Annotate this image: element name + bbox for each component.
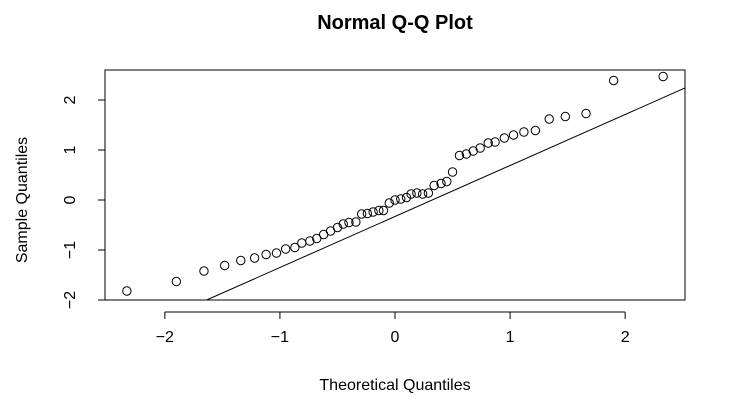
data-point: [356, 209, 367, 219]
y-tick-label: −1: [62, 241, 79, 259]
x-tick-label: 1: [506, 329, 515, 346]
data-point: [368, 207, 378, 217]
data-point: [406, 189, 416, 199]
data-point: [417, 189, 428, 199]
data-point: [261, 249, 271, 260]
data-point: [560, 111, 571, 122]
data-point: [199, 266, 209, 276]
data-point: [374, 205, 384, 216]
data-point: [271, 248, 282, 258]
data-point: [390, 195, 400, 205]
chart-title: Normal Q-Q Plot: [317, 12, 473, 34]
y-axis-label: Sample Quantiles: [14, 137, 31, 263]
x-tick-label: −1: [271, 329, 289, 346]
x-tick-label: 0: [391, 329, 400, 346]
qq-reference-line: [206, 87, 686, 301]
plot-area-frame: [104, 69, 686, 301]
data-point: [378, 205, 389, 216]
data-point: [290, 242, 300, 253]
data-point: [429, 180, 439, 191]
data-point: [490, 137, 500, 147]
data-point: [396, 194, 406, 204]
y-tick-label: 2: [62, 95, 79, 104]
data-point: [423, 188, 434, 198]
data-point: [544, 114, 554, 124]
data-point: [338, 219, 348, 229]
reference-line-group: [206, 87, 686, 301]
x-axis: −2 −1 0 1 2: [156, 311, 630, 346]
data-point: [344, 217, 354, 228]
data-point: [412, 188, 422, 198]
data-point: [436, 178, 446, 189]
data-point: [608, 75, 619, 86]
data-point: [249, 253, 260, 263]
x-axis-label: Theoretical Quantiles: [319, 377, 470, 394]
data-point: [530, 125, 541, 136]
data-point: [351, 217, 361, 227]
data-point: [442, 176, 452, 187]
y-axis: −2 −1 0 1 2: [62, 95, 106, 309]
data-point: [475, 143, 485, 153]
data-point: [312, 233, 322, 244]
y-tick-label: 1: [62, 145, 79, 154]
data-point: [305, 236, 315, 246]
data-point: [519, 127, 529, 137]
points-group: [122, 71, 668, 296]
data-point: [280, 244, 291, 254]
y-tick-label: −2: [62, 291, 79, 309]
data-point: [297, 238, 307, 248]
data-point: [219, 260, 230, 271]
data-point: [362, 208, 373, 219]
data-point: [483, 138, 493, 148]
x-tick-label: 2: [621, 329, 630, 346]
data-point: [447, 167, 458, 177]
data-point: [384, 198, 394, 208]
data-point: [122, 286, 132, 296]
x-tick-label: −2: [156, 329, 174, 346]
y-tick-label: 0: [62, 195, 79, 204]
data-point: [236, 255, 246, 266]
data-point: [581, 108, 591, 119]
data-point: [499, 133, 510, 143]
data-point: [171, 276, 182, 287]
data-point: [508, 130, 519, 140]
data-point: [454, 150, 465, 161]
data-point: [658, 71, 668, 82]
